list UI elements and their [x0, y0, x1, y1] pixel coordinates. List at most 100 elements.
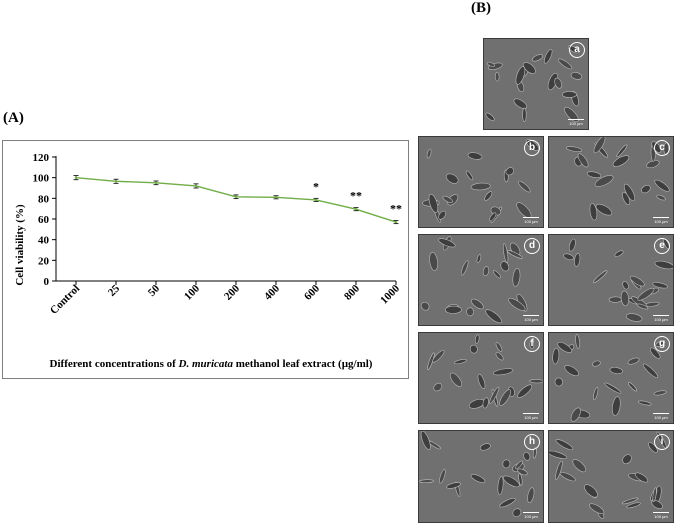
- cell-shape: [531, 54, 543, 62]
- x-axis-title-species: D. muricata: [178, 358, 234, 370]
- cell-shape: [500, 261, 510, 272]
- chart-canvas: 0 20 40 60 80 100 120 Control 25 50 100 200 400 600 8…: [14, 152, 402, 370]
- scale-label-g: 100 μm: [654, 415, 668, 420]
- panel-label-b: (B): [471, 0, 491, 16]
- cell-shape: [482, 266, 490, 277]
- cell-shape: [564, 106, 579, 123]
- cell-texture: [419, 431, 543, 522]
- cell-shape: [575, 334, 580, 349]
- cell-texture: [419, 137, 543, 227]
- cell-shape: [570, 72, 583, 80]
- cell-shape: [589, 503, 605, 515]
- cell-shape: [621, 497, 639, 505]
- cell-shape: [507, 250, 523, 259]
- cell-shape: [611, 396, 621, 416]
- cell-shape: [502, 459, 511, 469]
- cell-shape: [570, 407, 581, 422]
- cell-shape: [622, 281, 629, 290]
- micrograph-badge-h: h: [524, 434, 540, 450]
- cell-shape: [637, 400, 652, 406]
- cell-shape: [446, 482, 461, 489]
- scale-label-e: 100 μm: [654, 317, 668, 322]
- cell-shape: [489, 386, 500, 404]
- micrograph-badge-f: f: [524, 336, 540, 352]
- cell-shape: [552, 347, 560, 365]
- micrograph-c: c 100 μm: [548, 136, 674, 228]
- scale-bar-h: 100 μm: [523, 512, 539, 519]
- cell-texture: [419, 333, 543, 423]
- micrograph-d: d 100 μm: [418, 234, 544, 326]
- cell-shape: [557, 58, 573, 70]
- scale-bar-i: 100 μm: [653, 512, 669, 519]
- cell-shape: [518, 473, 523, 486]
- cell-shape: [609, 367, 623, 374]
- cell-shape: [563, 253, 574, 261]
- scale-bar-a: 100 μm: [568, 119, 584, 126]
- x-axis: Control 25 50 100 200 400 600 800 1000: [48, 280, 402, 317]
- micrograph-h: h 100 μm: [418, 430, 544, 523]
- cell-shape: [460, 260, 469, 276]
- cell-shape: [485, 309, 503, 324]
- x-axis-title: Different concentrations of D. muricata …: [50, 358, 373, 370]
- cell-shape: [557, 341, 573, 353]
- cell-shape: [517, 384, 533, 398]
- cell-shape: [426, 148, 432, 159]
- cell-shape: [637, 287, 655, 301]
- cell-shape: [589, 203, 598, 221]
- cell-texture: [419, 235, 543, 325]
- cell-shape: [502, 475, 520, 488]
- micrograph-badge-c: c: [654, 140, 670, 156]
- cell-shape: [608, 296, 622, 303]
- cell-shape: [420, 301, 430, 311]
- cell-shape: [482, 397, 489, 409]
- series: *****: [73, 175, 402, 225]
- cell-shape: [512, 268, 521, 287]
- cell-shape: [593, 270, 608, 284]
- cell-shape: [438, 210, 447, 220]
- cell-shape: [544, 48, 553, 64]
- cell-shape: [620, 290, 629, 307]
- series-line: [75, 176, 397, 223]
- cell-shape: [518, 180, 531, 193]
- micrograph-badge-e: e: [654, 238, 670, 254]
- cell-shape: [454, 359, 467, 365]
- x-axis-title-prefix: Different concentrations of: [50, 358, 179, 370]
- micrograph-badge-d: d: [524, 238, 540, 254]
- cell-shape: [427, 352, 435, 371]
- cell-shape: [654, 260, 673, 270]
- cell-shape: [574, 253, 581, 267]
- cell-shape: [626, 502, 641, 509]
- y-tick-label: 20: [38, 255, 50, 267]
- cell-shape: [485, 112, 495, 121]
- cell-shape: [555, 439, 574, 451]
- cell-shape: [515, 460, 524, 470]
- cell-texture: [549, 333, 673, 423]
- y-tick-label: 120: [33, 152, 50, 164]
- data-point: [274, 196, 278, 199]
- cell-texture: [484, 39, 588, 129]
- cell-shape: [515, 66, 526, 85]
- y-tick-label: 40: [38, 235, 50, 247]
- cell-shape: [467, 152, 483, 160]
- cell-shape: [634, 472, 649, 483]
- micrograph-g: g 100 μm: [548, 332, 674, 424]
- cell-shape: [432, 350, 445, 363]
- cell-shape: [517, 468, 528, 476]
- micrograph-e: e 100 μm: [548, 234, 674, 326]
- cell-shape: [612, 155, 630, 167]
- cell-shape: [554, 77, 563, 89]
- cell-shape: [629, 275, 645, 287]
- cell-shape: [523, 451, 531, 461]
- scale-label-i: 100 μm: [654, 514, 668, 519]
- cell-shape: [470, 474, 486, 483]
- significance-mark: **: [350, 189, 362, 203]
- y-axis: 0 20 40 60 80 100 120: [33, 152, 57, 288]
- cell-shape: [445, 305, 462, 314]
- cell-shape: [465, 170, 474, 181]
- x-tick-label: 100: [182, 282, 203, 303]
- significance-mark: **: [390, 202, 402, 216]
- cell-shape: [502, 243, 509, 263]
- cell-shape: [566, 146, 583, 152]
- cell-viability-chart: 0 20 40 60 80 100 120 Control 25 50 100 200 400 600 8…: [2, 140, 409, 379]
- cell-shape: [622, 454, 632, 465]
